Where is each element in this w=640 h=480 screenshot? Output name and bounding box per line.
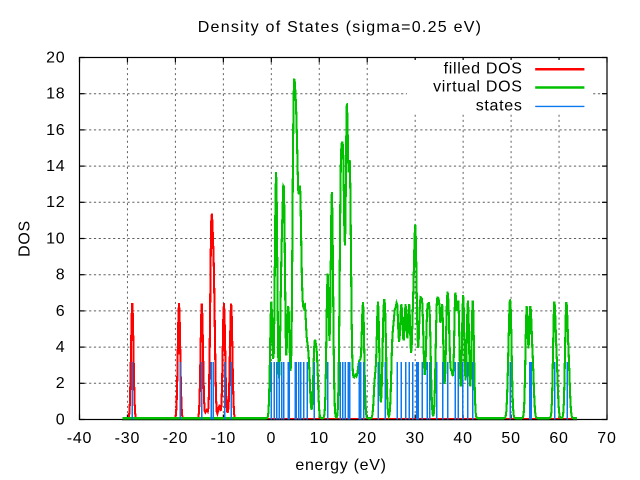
svg-text:energy (eV): energy (eV) bbox=[295, 457, 386, 474]
svg-text:filled DOS: filled DOS bbox=[444, 60, 523, 77]
svg-text:DOS: DOS bbox=[17, 220, 34, 257]
svg-text:60: 60 bbox=[549, 430, 568, 447]
svg-text:Density of States (sigma=0.25: Density of States (sigma=0.25 eV) bbox=[198, 19, 482, 36]
svg-text:6: 6 bbox=[56, 303, 66, 320]
svg-text:2: 2 bbox=[56, 375, 66, 392]
svg-text:50: 50 bbox=[501, 430, 520, 447]
svg-text:18: 18 bbox=[46, 86, 65, 103]
svg-text:70: 70 bbox=[597, 430, 616, 447]
svg-text:12: 12 bbox=[46, 194, 65, 211]
svg-text:8: 8 bbox=[56, 267, 66, 284]
svg-text:40: 40 bbox=[453, 430, 472, 447]
svg-text:16: 16 bbox=[46, 122, 65, 139]
svg-text:-20: -20 bbox=[163, 430, 189, 447]
svg-text:10: 10 bbox=[310, 430, 329, 447]
svg-text:-40: -40 bbox=[67, 430, 93, 447]
svg-text:states: states bbox=[476, 98, 523, 115]
svg-text:4: 4 bbox=[56, 339, 66, 356]
svg-text:virtual DOS: virtual DOS bbox=[433, 79, 523, 96]
svg-text:20: 20 bbox=[358, 430, 377, 447]
svg-text:20: 20 bbox=[46, 49, 65, 66]
svg-text:0: 0 bbox=[266, 430, 276, 447]
svg-text:14: 14 bbox=[46, 158, 65, 175]
svg-text:10: 10 bbox=[46, 230, 65, 247]
svg-text:-10: -10 bbox=[211, 430, 237, 447]
svg-text:0: 0 bbox=[56, 411, 66, 428]
svg-text:30: 30 bbox=[405, 430, 424, 447]
svg-text:-30: -30 bbox=[115, 430, 141, 447]
